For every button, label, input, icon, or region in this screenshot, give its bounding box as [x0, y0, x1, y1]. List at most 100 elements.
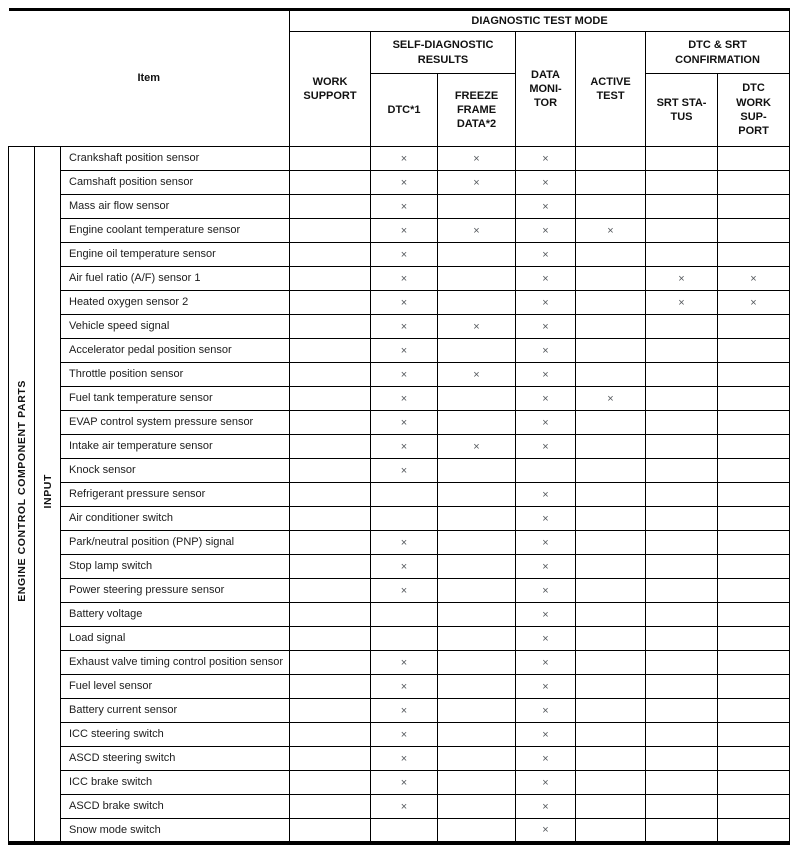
- cross-mark-data-monitor: ×: [515, 194, 577, 219]
- empty-cell-freeze-frame-data: [437, 554, 517, 579]
- cross-mark-data-monitor: ×: [515, 170, 577, 195]
- table-row: ASCD brake switch × ×: [9, 794, 791, 819]
- empty-cell-work-support: [289, 770, 372, 795]
- empty-cell-dtc-work-support: [717, 506, 791, 531]
- table-row: Stop lamp switch × ×: [9, 554, 791, 579]
- empty-cell-work-support: [289, 434, 372, 459]
- empty-cell-srt-status: [645, 794, 719, 819]
- cross-mark-dtc: ×: [370, 746, 439, 771]
- table-row: Intake air temperature sensor × × ×: [9, 434, 791, 459]
- empty-cell-active-test: [575, 674, 647, 699]
- header-row-1: Item DIAGNOSTIC TEST MODE: [8, 9, 791, 147]
- cross-mark-data-monitor: ×: [515, 218, 577, 243]
- empty-cell-active-test: [575, 770, 647, 795]
- cross-mark-data-monitor: ×: [515, 530, 577, 555]
- cross-mark-data-monitor: ×: [515, 314, 577, 339]
- active-test-header: ACTIVE TEST: [575, 31, 647, 147]
- table-row: Air conditioner switch ×: [9, 506, 791, 531]
- cross-mark-dtc: ×: [370, 410, 439, 435]
- empty-cell-active-test: [575, 314, 647, 339]
- empty-cell-srt-status: [645, 554, 719, 579]
- row-item-label: ICC steering switch: [59, 722, 291, 747]
- empty-cell-dtc-work-support: [717, 362, 791, 387]
- empty-cell-dtc-work-support: [717, 314, 791, 339]
- empty-cell-freeze-frame-data: [437, 722, 517, 747]
- empty-cell-active-test: [575, 194, 647, 219]
- row-item-label: Power steering pressure sensor: [59, 578, 291, 603]
- empty-cell-srt-status: [645, 722, 719, 747]
- empty-cell-work-support: [289, 650, 372, 675]
- table-row: Park/neutral position (PNP) signal × ×: [9, 530, 791, 555]
- cross-mark-dtc: ×: [370, 458, 439, 483]
- empty-cell-dtc-work-support: [717, 146, 791, 171]
- empty-cell-work-support: [289, 170, 372, 195]
- empty-cell-active-test: [575, 626, 647, 651]
- cross-mark-freeze-frame-data: ×: [437, 434, 517, 459]
- cross-mark-dtc: ×: [370, 554, 439, 579]
- row-item-label: Air fuel ratio (A/F) sensor 1: [59, 266, 291, 291]
- empty-cell-srt-status: [645, 698, 719, 723]
- table-row: Fuel level sensor × ×: [9, 674, 791, 699]
- empty-cell-work-support: [289, 410, 372, 435]
- cross-mark-active-test: ×: [575, 218, 647, 243]
- cross-mark-dtc: ×: [370, 530, 439, 555]
- empty-cell-work-support: [289, 578, 372, 603]
- empty-cell-srt-status: [645, 170, 719, 195]
- empty-cell-freeze-frame-data: [437, 530, 517, 555]
- row-item-label: Engine coolant temperature sensor: [59, 218, 291, 243]
- empty-cell-dtc-work-support: [717, 554, 791, 579]
- table-row: Fuel tank temperature sensor × × ×: [9, 386, 791, 411]
- cross-mark-data-monitor: ×: [515, 722, 577, 747]
- cross-mark-dtc: ×: [370, 194, 439, 219]
- empty-cell-freeze-frame-data: [437, 746, 517, 771]
- cross-mark-data-monitor: ×: [515, 794, 577, 819]
- empty-cell-freeze-frame-data: [437, 578, 517, 603]
- row-item-label: ASCD brake switch: [59, 794, 291, 819]
- empty-cell-active-test: [575, 818, 647, 843]
- row-item-label: Snow mode switch: [59, 818, 291, 843]
- empty-cell-active-test: [575, 266, 647, 291]
- empty-cell-srt-status: [645, 362, 719, 387]
- cross-mark-dtc: ×: [370, 362, 439, 387]
- empty-cell-active-test: [575, 746, 647, 771]
- empty-cell-srt-status: [645, 770, 719, 795]
- dtc-header: DTC*1: [370, 73, 439, 147]
- empty-cell-active-test: [575, 722, 647, 747]
- row-item-label: ICC brake switch: [59, 770, 291, 795]
- empty-cell-active-test: [575, 698, 647, 723]
- row-item-label: Knock sensor: [59, 458, 291, 483]
- empty-cell-active-test: [575, 146, 647, 171]
- empty-cell-work-support: [289, 266, 372, 291]
- empty-cell-work-support: [289, 314, 372, 339]
- table-row: Accelerator pedal position sensor × ×: [9, 338, 791, 363]
- empty-cell-work-support: [289, 482, 372, 507]
- cross-mark-data-monitor: ×: [515, 626, 577, 651]
- cross-mark-data-monitor: ×: [515, 242, 577, 267]
- cross-mark-data-monitor: ×: [515, 770, 577, 795]
- cross-mark-freeze-frame-data: ×: [437, 314, 517, 339]
- empty-cell-freeze-frame-data: [437, 338, 517, 363]
- empty-cell-srt-status: [645, 410, 719, 435]
- self-diagnostic-results-header: SELF-DIAGNOSTIC RESULTS: [370, 31, 517, 74]
- cross-mark-data-monitor: ×: [515, 266, 577, 291]
- cross-mark-dtc: ×: [370, 770, 439, 795]
- empty-cell-work-support: [289, 146, 372, 171]
- empty-cell-dtc-work-support: [717, 458, 791, 483]
- cross-mark-data-monitor: ×: [515, 818, 577, 843]
- cross-mark-dtc-work-support: ×: [717, 266, 791, 291]
- cross-mark-data-monitor: ×: [515, 578, 577, 603]
- empty-cell-dtc-work-support: [717, 482, 791, 507]
- empty-cell-dtc-work-support: [717, 410, 791, 435]
- empty-cell-srt-status: [645, 386, 719, 411]
- empty-cell-srt-status: [645, 530, 719, 555]
- empty-cell-work-support: [289, 530, 372, 555]
- empty-cell-dtc: [370, 626, 439, 651]
- empty-cell-work-support: [289, 218, 372, 243]
- empty-cell-work-support: [289, 338, 372, 363]
- empty-cell-freeze-frame-data: [437, 410, 517, 435]
- empty-cell-work-support: [289, 242, 372, 267]
- table-row: Battery voltage ×: [9, 602, 791, 627]
- empty-cell-active-test: [575, 290, 647, 315]
- cross-mark-dtc-work-support: ×: [717, 290, 791, 315]
